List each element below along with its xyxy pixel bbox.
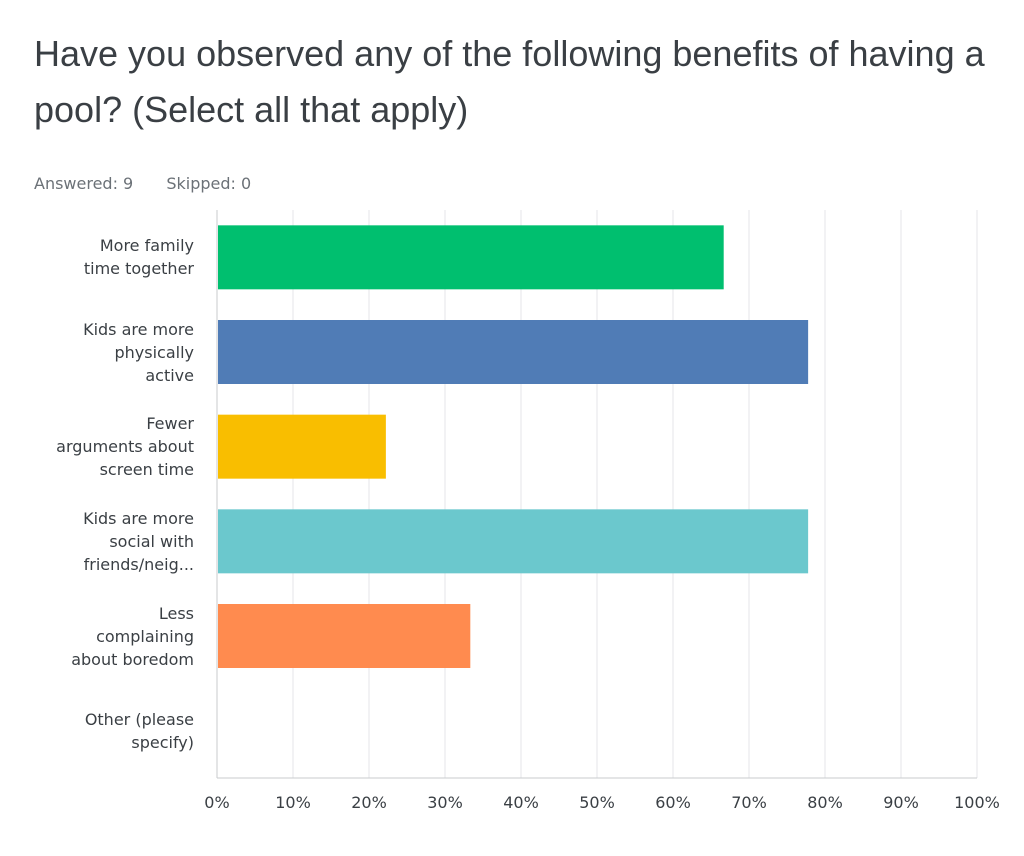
category-label-line: social with — [109, 531, 194, 551]
response-stats: Answered: 9 Skipped: 0 — [34, 174, 251, 193]
bar — [218, 414, 386, 479]
category-label-line: More family — [99, 236, 194, 256]
x-tick-label: 50% — [579, 793, 615, 812]
category-label-line: complaining — [96, 626, 194, 646]
category-label: Less complaining about boredom — [9, 602, 194, 671]
category-label-line: friends/neig... — [83, 554, 194, 574]
category-label: More family time together — [9, 234, 194, 280]
category-label-line: specify) — [131, 732, 194, 752]
category-label: Kids are more social with friends/neig... — [9, 507, 194, 576]
category-label: Other (please specify) — [9, 708, 194, 754]
category-label-line: screen time — [99, 460, 194, 480]
x-tick-label: 90% — [883, 793, 919, 812]
x-tick-label: 10% — [275, 793, 311, 812]
x-tick-label: 30% — [427, 793, 463, 812]
x-tick-label: 70% — [731, 793, 767, 812]
x-tick-label: 0% — [204, 793, 229, 812]
category-label: Kids are more physically active — [9, 318, 194, 387]
x-tick-label: 20% — [351, 793, 387, 812]
category-label-line: Kids are more — [83, 319, 194, 339]
category-label-line: Less — [158, 603, 194, 623]
x-tick-label: 100% — [954, 793, 1000, 812]
x-tick-label: 60% — [655, 793, 691, 812]
category-label-line: Kids are more — [83, 508, 194, 528]
bar — [218, 320, 809, 384]
bar — [218, 225, 724, 290]
bar — [218, 509, 809, 574]
category-label-line: physically — [114, 342, 194, 362]
answered-count: Answered: 9 — [34, 174, 134, 193]
question-title: Have you observed any of the following b… — [34, 33, 985, 130]
category-label: Fewer arguments about screen time — [9, 412, 194, 481]
bar — [218, 604, 471, 668]
category-label-line: time together — [83, 259, 194, 279]
category-label-line: arguments about — [56, 437, 194, 457]
x-tick-label: 40% — [503, 793, 539, 812]
x-tick-label: 80% — [807, 793, 843, 812]
category-label-line: about boredom — [71, 649, 194, 669]
category-label-line: Fewer — [146, 414, 194, 434]
skipped-count: Skipped: 0 — [166, 174, 252, 193]
category-label-line: Other (please — [84, 709, 194, 729]
category-label-line: active — [145, 365, 194, 385]
